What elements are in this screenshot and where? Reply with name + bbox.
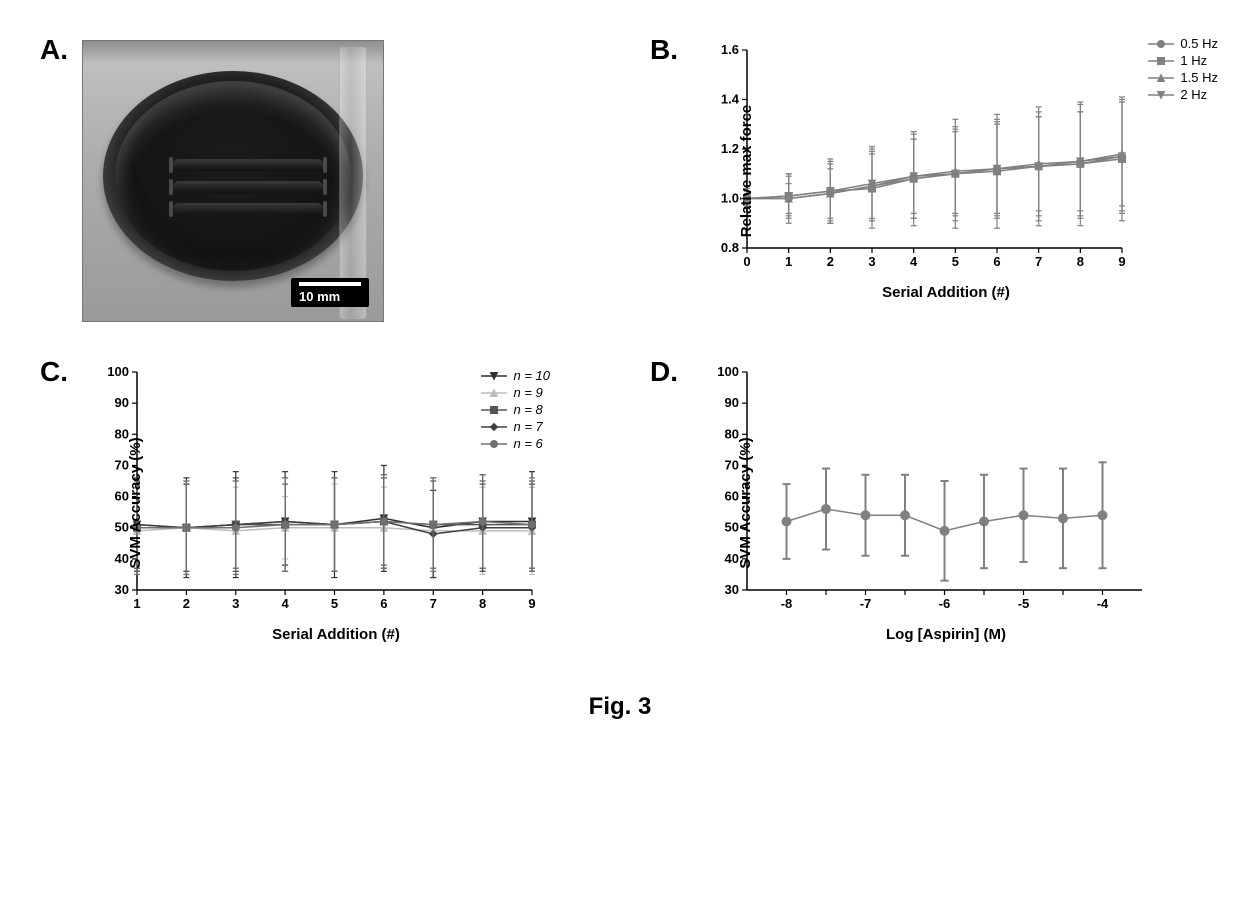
- panel-c-ylabel: SVM Accuracy (%): [127, 437, 144, 568]
- svg-text:100: 100: [717, 364, 739, 379]
- legend-item: n = 9: [481, 385, 550, 400]
- legend-item: 1 Hz: [1148, 53, 1218, 68]
- panel-b-legend: 0.5 Hz 1 Hz 1.5 Hz 2 Hz: [1148, 36, 1218, 104]
- svg-text:30: 30: [725, 582, 739, 597]
- svg-text:5: 5: [952, 254, 959, 269]
- panel-b-xlabel: Serial Addition (#): [692, 284, 1200, 301]
- panel-d-chart: SVM Accuracy (%) -8-7-6-5-43040506070809…: [692, 362, 1200, 643]
- panel-c-legend: n = 10 n = 9 n = 8 n = 7 n = 6: [481, 368, 550, 453]
- panel-d: D. SVM Accuracy (%) -8-7-6-5-43040506070…: [650, 362, 1200, 643]
- svg-text:6: 6: [380, 596, 387, 611]
- panel-c-xlabel: Serial Addition (#): [82, 626, 590, 643]
- panel-b-chart: Relative max force 0 1 2 3 4 5 6 7 8 9 0.8 1.0 1.2 1.…: [692, 40, 1200, 301]
- svg-text:30: 30: [115, 582, 129, 597]
- figure-caption: Fig. 3: [40, 693, 1200, 721]
- svg-text:-6: -6: [939, 596, 951, 611]
- svg-text:2: 2: [827, 254, 834, 269]
- svg-text:1: 1: [785, 254, 792, 269]
- panel-c-chart: SVM Accuracy (%) 12345678930405060708090…: [82, 362, 590, 643]
- panel-b: B. Relative max force 01234567890.81.01.…: [650, 40, 1200, 322]
- svg-text:4: 4: [282, 596, 290, 611]
- svg-text:1.6: 1.6: [721, 42, 739, 57]
- svg-text:90: 90: [725, 395, 739, 410]
- legend-item: n = 10: [481, 368, 550, 383]
- panel-a-label: A.: [40, 34, 68, 66]
- svg-text:-8: -8: [781, 596, 793, 611]
- svg-text:7: 7: [1035, 254, 1042, 269]
- svg-text:6: 6: [993, 254, 1000, 269]
- svg-text:2: 2: [183, 596, 190, 611]
- panel-d-label: D.: [650, 356, 678, 388]
- legend-item: n = 6: [481, 436, 550, 451]
- svg-text:1: 1: [133, 596, 140, 611]
- legend-item: n = 7: [481, 419, 550, 434]
- svg-text:8: 8: [479, 596, 486, 611]
- svg-text:9: 9: [1118, 254, 1125, 269]
- svg-text:3: 3: [232, 596, 239, 611]
- svg-text:5: 5: [331, 596, 338, 611]
- svg-text:-4: -4: [1097, 596, 1109, 611]
- svg-text:4: 4: [910, 254, 918, 269]
- scalebar-text: 10 mm: [299, 289, 340, 304]
- svg-text:8: 8: [1077, 254, 1084, 269]
- figure-grid: A. 10 mm B. Rel: [40, 40, 1200, 643]
- panel-b-label: B.: [650, 34, 678, 66]
- svg-text:9: 9: [528, 596, 535, 611]
- panel-d-xlabel: Log [Aspirin] (M): [692, 626, 1200, 643]
- legend-item: 2 Hz: [1148, 87, 1218, 102]
- svg-text:7: 7: [430, 596, 437, 611]
- panel-c: C. SVM Accuracy (%) 12345678930405060708…: [40, 362, 590, 643]
- legend-item: 1.5 Hz: [1148, 70, 1218, 85]
- well-photo: 10 mm: [82, 40, 384, 322]
- legend-item: n = 8: [481, 402, 550, 417]
- svg-text:-7: -7: [860, 596, 872, 611]
- legend-item: 0.5 Hz: [1148, 36, 1218, 51]
- panel-d-ylabel: SVM Accuracy (%): [737, 437, 754, 568]
- svg-text:0: 0: [743, 254, 750, 269]
- svg-text:3: 3: [868, 254, 875, 269]
- svg-text:0.8: 0.8: [721, 240, 739, 255]
- panel-b-ylabel: Relative max force: [738, 104, 755, 237]
- svg-text:1.0: 1.0: [721, 191, 739, 206]
- tissue-constructs: [173, 159, 323, 225]
- panel-c-label: C.: [40, 356, 68, 388]
- svg-text:90: 90: [115, 395, 129, 410]
- svg-text:-5: -5: [1018, 596, 1030, 611]
- scalebar: 10 mm: [291, 278, 369, 307]
- svg-text:1.2: 1.2: [721, 141, 739, 156]
- culture-dish: [103, 71, 363, 281]
- panel-a: A. 10 mm: [40, 40, 590, 322]
- svg-text:100: 100: [107, 364, 129, 379]
